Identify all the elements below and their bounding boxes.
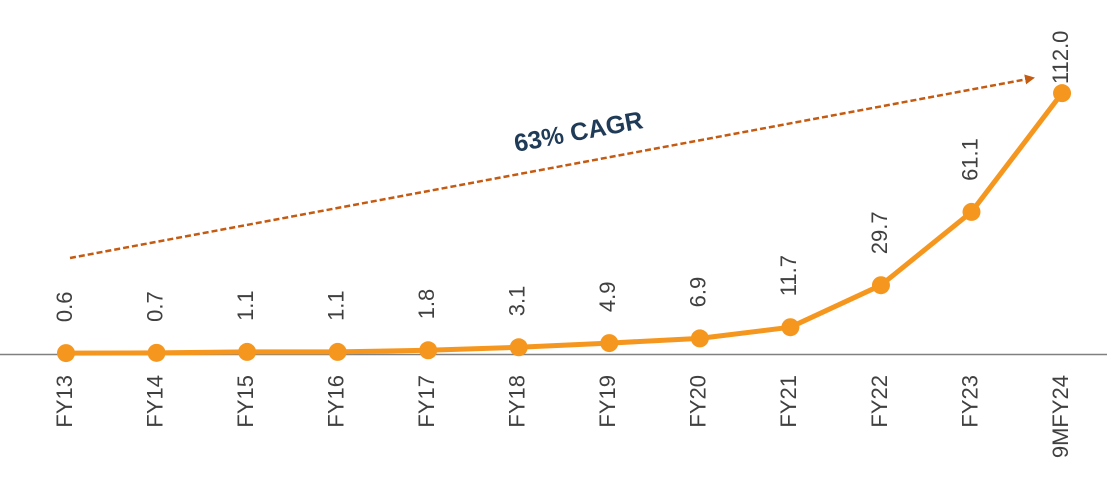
x-tick-label: FY17 [414, 375, 439, 428]
data-label: 3.1 [505, 286, 530, 317]
marker [600, 334, 619, 353]
marker [147, 343, 166, 362]
data-label: 0.6 [52, 292, 77, 323]
marker [1053, 84, 1072, 103]
data-label: 1.1 [323, 290, 348, 321]
marker [509, 338, 528, 357]
marker [328, 342, 347, 361]
cagr-arrow [69, 74, 1035, 260]
marker [962, 202, 981, 221]
annotation: 63% CAGR [512, 106, 646, 158]
data-label: 1.8 [414, 289, 439, 320]
x-tick-label: FY13 [52, 375, 77, 428]
x-tick-label: FY19 [595, 375, 620, 428]
data-label: 29.7 [867, 211, 892, 254]
x-tick-label: FY23 [957, 375, 982, 428]
x-tick-label: FY15 [233, 375, 258, 428]
x-tick-label: FY14 [142, 375, 167, 428]
data-label: 1.1 [233, 290, 258, 321]
data-label: 112.0 [1048, 31, 1073, 84]
marker [781, 318, 800, 337]
marker [419, 341, 438, 360]
x-tick-label: FY18 [505, 375, 530, 428]
data-label: 11.7 [776, 255, 801, 296]
marker [57, 344, 75, 363]
x-tick-label: 9MFY24 [1048, 375, 1073, 458]
line [65, 91, 1065, 356]
marker [871, 276, 890, 295]
data-label: 61.1 [957, 138, 982, 181]
x-tick-label: FY21 [776, 375, 801, 428]
data-label: 4.9 [595, 281, 620, 312]
x-tick-label: FY16 [323, 375, 348, 428]
data-label: 6.9 [686, 277, 711, 308]
marker [690, 329, 709, 348]
x-tick-label: FY20 [686, 375, 711, 428]
marker [238, 342, 257, 361]
x-tick-label: FY22 [867, 375, 892, 428]
data-label: 0.7 [142, 291, 167, 322]
